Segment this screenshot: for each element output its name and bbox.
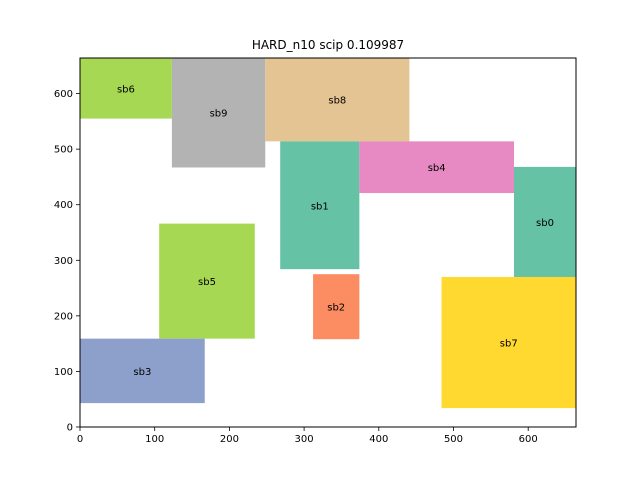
rectangles-group: sb6 sb9 sb8 sb1 sb4 sb0 sb5 sb2 sb3 sb7: [80, 58, 576, 409]
x-tick-label: 0: [77, 434, 83, 445]
x-tick-label: 100: [145, 434, 164, 445]
rect-sb1: [280, 141, 360, 270]
rect-label-sb8: sb8: [328, 96, 346, 107]
rect-label-sb3: sb3: [133, 367, 151, 378]
x-tick-label: 400: [369, 434, 388, 445]
y-tick-label: 300: [54, 256, 73, 267]
rect-label-sb2: sb2: [327, 303, 345, 314]
rect-label-sb4: sb4: [428, 163, 446, 174]
rect-sb8: [265, 58, 410, 142]
rect-sb9: [171, 58, 266, 168]
rect-label-sb9: sb9: [210, 109, 228, 120]
chart-title: HARD_n10 scip 0.109987: [252, 38, 404, 52]
x-tick-label: 300: [295, 434, 314, 445]
plot-frame: [79, 57, 577, 428]
y-tick-label: 200: [54, 311, 73, 322]
rect-sb7: [441, 276, 576, 409]
rect-sb2: [313, 274, 360, 340]
y-tick-label: 400: [54, 200, 73, 211]
rect-label-sb5: sb5: [198, 277, 216, 288]
rect-label-sb6: sb6: [117, 84, 135, 95]
x-tick-label: 600: [519, 434, 538, 445]
y-tick-label: 100: [54, 367, 73, 378]
rect-label-sb0: sb0: [536, 218, 554, 229]
y-tick-label: 500: [54, 145, 73, 156]
x-tick-label: 500: [444, 434, 463, 445]
y-axis: 0 100 200 300 400 500 600: [54, 89, 80, 434]
rect-label-sb7: sb7: [500, 339, 518, 350]
x-axis: 0 100 200 300 400 500 600: [77, 427, 538, 445]
rect-sb5: [159, 223, 255, 339]
rect-label-sb1: sb1: [311, 201, 329, 212]
rect-sb3: [80, 338, 205, 404]
x-tick-label: 200: [220, 434, 239, 445]
y-tick-label: 0: [67, 423, 73, 434]
rect-sb4: [359, 141, 514, 194]
rect-sb0: [514, 166, 576, 278]
y-tick-label: 600: [54, 89, 73, 100]
rect-sb6: [80, 58, 172, 119]
